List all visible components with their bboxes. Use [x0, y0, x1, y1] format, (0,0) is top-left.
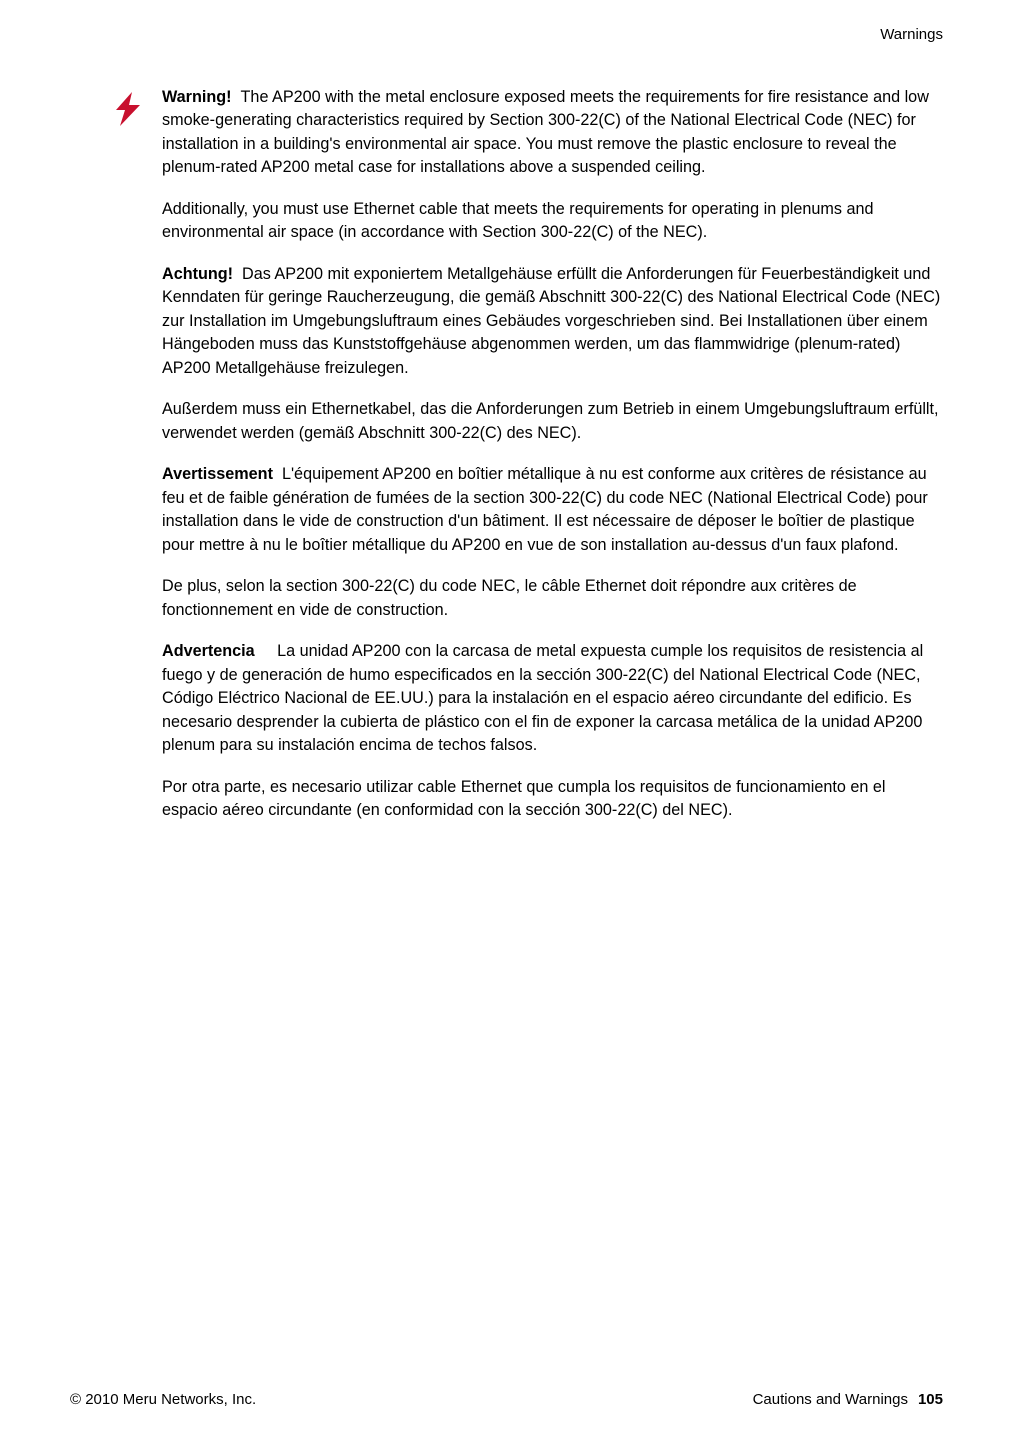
warning-text-en-2: Additionally, you must use Ethernet cabl… [162, 200, 873, 241]
footer-chapter: Cautions and Warnings [753, 1391, 908, 1408]
warning-fr-para-2: De plus, selon la section 300-22(C) du c… [162, 575, 941, 622]
warning-text-de-2: Außerdem muss ein Ethernetkabel, das die… [162, 400, 939, 441]
text-column: Warning! The AP200 with the metal enclos… [162, 86, 941, 823]
warning-text-es-2: Por otra parte, es necesario utilizar ca… [162, 778, 885, 819]
warning-es-para-1: Advertencia La unidad AP200 con la carca… [162, 640, 941, 757]
footer-copyright: © 2010 Meru Networks, Inc. [70, 1391, 256, 1408]
warning-label-es: Advertencia [162, 642, 255, 660]
content-area: Warning! The AP200 with the metal enclos… [112, 86, 941, 841]
warning-es-para-2: Por otra parte, es necesario utilizar ca… [162, 776, 941, 823]
warning-en-para-2: Additionally, you must use Ethernet cabl… [162, 198, 941, 245]
warning-label-de: Achtung! [162, 265, 233, 283]
warning-text-fr-2: De plus, selon la section 300-22(C) du c… [162, 577, 857, 618]
warning-text-de-1: Das AP200 mit exponiertem Metallgehäuse … [162, 265, 940, 377]
warning-label-en: Warning! [162, 88, 232, 106]
footer-page-number: 105 [918, 1391, 943, 1408]
warning-de-para-2: Außerdem muss ein Ethernetkabel, das die… [162, 398, 941, 445]
warning-text-fr-1: L'équipement AP200 en boîtier métallique… [162, 465, 928, 553]
warning-de-para-1: Achtung! Das AP200 mit exponiertem Metal… [162, 263, 941, 380]
header-section-title: Warnings [880, 26, 943, 43]
page-footer: © 2010 Meru Networks, Inc. Cautions and … [70, 1391, 943, 1408]
warning-text-en-1: The AP200 with the metal enclosure expos… [162, 88, 929, 176]
warning-text-es-1: La unidad AP200 con la carcasa de metal … [162, 642, 923, 754]
warning-fr-para-1: Avertissement L'équipement AP200 en boît… [162, 463, 941, 557]
footer-right: Cautions and Warnings 105 [753, 1391, 943, 1408]
warning-label-fr: Avertissement [162, 465, 273, 483]
page: Warnings Warning! The AP200 with the met… [0, 0, 1013, 1452]
warning-en-para-1: Warning! The AP200 with the metal enclos… [162, 86, 941, 180]
